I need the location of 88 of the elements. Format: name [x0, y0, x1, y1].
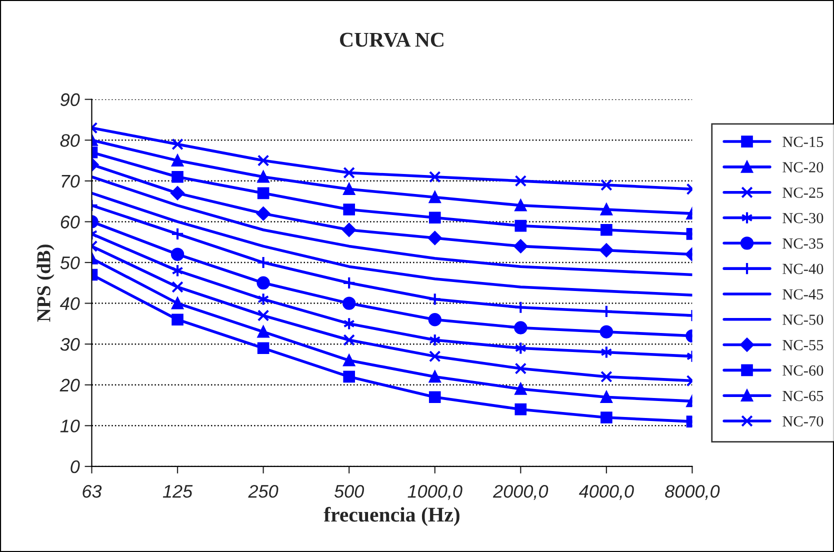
line-series	[92, 175, 692, 276]
y-tick-label: 10	[60, 420, 80, 432]
point	[600, 204, 612, 216]
legend-label: NC-20	[782, 162, 824, 172]
point	[600, 224, 612, 236]
x-tick-label: 1000,0	[408, 484, 462, 500]
point	[514, 300, 528, 314]
y-tick-label: 60	[60, 216, 80, 228]
point	[600, 243, 614, 258]
point	[428, 170, 441, 183]
x-tick-label: 125	[162, 484, 193, 498]
legend-label: NC-50	[782, 314, 824, 325]
point	[514, 321, 528, 334]
point	[600, 325, 614, 338]
legend-label: NC-15	[782, 136, 824, 148]
point	[514, 175, 527, 187]
x-axis-title: frecuencia (Hz)	[324, 506, 460, 526]
x-tick-label: 8000,0	[665, 484, 720, 500]
point	[257, 342, 270, 354]
point	[600, 179, 612, 191]
point	[428, 292, 442, 306]
point	[428, 313, 442, 326]
point	[428, 191, 441, 204]
point	[343, 334, 355, 346]
point	[600, 370, 612, 383]
point	[257, 326, 270, 338]
point	[342, 296, 356, 310]
point	[170, 227, 184, 241]
x-tick-label: 250	[248, 484, 278, 498]
point	[257, 187, 270, 200]
point	[172, 138, 184, 150]
point	[170, 186, 184, 200]
y-tick-label: 0	[70, 460, 80, 474]
point	[257, 170, 270, 183]
point	[343, 183, 355, 195]
point	[343, 166, 355, 179]
legend-label: NC-45	[782, 289, 824, 300]
point	[342, 276, 356, 290]
y-axis-title: NPS (dB)	[36, 244, 54, 322]
point	[256, 206, 270, 220]
point	[428, 370, 441, 383]
y-tick-label: 20	[60, 378, 80, 392]
point	[256, 276, 270, 290]
point	[600, 391, 612, 404]
y-tick-label: 90	[60, 93, 80, 106]
point	[343, 354, 355, 366]
y-tick-label: 40	[60, 297, 80, 310]
point	[342, 222, 356, 237]
point	[343, 370, 355, 383]
y-tick-label: 70	[62, 174, 80, 188]
chart-title: CURVA NC	[340, 32, 444, 47]
x-tick-label: 63	[82, 484, 102, 498]
y-tick-label: 30	[60, 338, 80, 351]
line-series	[92, 192, 692, 297]
legend-label: NC-30	[782, 212, 824, 224]
point	[514, 362, 527, 374]
point	[428, 350, 441, 362]
point	[514, 220, 527, 232]
point	[257, 310, 270, 322]
point	[514, 200, 527, 212]
point	[257, 154, 270, 166]
x-tick-label: 2000,0	[492, 484, 548, 500]
legend-label: NC-35	[782, 238, 824, 249]
point	[428, 212, 441, 224]
point	[514, 383, 527, 395]
point	[172, 154, 184, 166]
legend-label: NC-25	[782, 188, 824, 198]
point	[600, 412, 612, 424]
point	[172, 314, 184, 326]
legend-label: NC-65	[782, 390, 824, 402]
point	[172, 170, 184, 183]
x-tick-label: 500	[334, 484, 364, 498]
y-tick-label: 80	[60, 134, 80, 147]
point	[428, 391, 441, 404]
point	[256, 256, 270, 270]
y-tick-label: 50	[60, 256, 80, 270]
point	[172, 297, 184, 310]
point	[343, 204, 355, 216]
x-tick-label: 4000,0	[578, 484, 634, 500]
legend-label: NC-70	[782, 416, 824, 427]
legend-label: NC-40	[782, 264, 824, 274]
point	[514, 403, 527, 416]
point	[172, 281, 184, 293]
point	[428, 231, 442, 245]
legend-label: NC-55	[782, 340, 824, 350]
legend-label: NC-60	[782, 365, 824, 376]
point	[170, 248, 184, 261]
point	[514, 239, 528, 254]
